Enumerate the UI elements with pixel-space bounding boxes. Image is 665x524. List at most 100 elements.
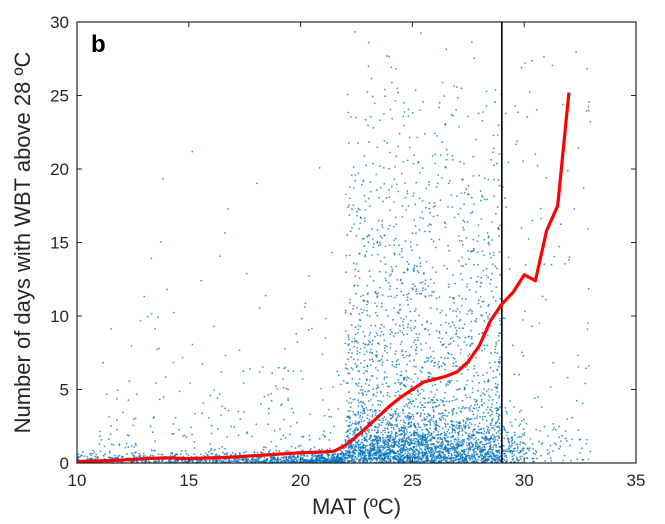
scatter-point: [383, 376, 386, 379]
scatter-point: [471, 342, 474, 345]
scatter-point: [430, 294, 433, 297]
scatter-point: [270, 399, 273, 402]
scatter-point: [421, 281, 424, 284]
scatter-point: [178, 390, 181, 393]
scatter-point: [487, 388, 490, 391]
scatter-point: [421, 435, 423, 438]
scatter-point: [118, 454, 121, 457]
scatter-point: [449, 342, 452, 345]
scatter-point: [387, 441, 389, 444]
scatter-point: [369, 444, 372, 446]
scatter-point: [282, 386, 285, 389]
scatter-point: [454, 282, 457, 285]
scatter-point: [448, 249, 450, 252]
scatter-point: [435, 186, 438, 188]
scatter-point: [402, 419, 405, 422]
scatter-point: [395, 287, 398, 290]
scatter-point: [404, 385, 407, 388]
scatter-point: [388, 167, 390, 170]
scatter-point: [477, 302, 480, 305]
scatter-point: [405, 209, 408, 211]
scatter-point: [368, 379, 371, 381]
scatter-point: [99, 450, 102, 453]
scatter-point: [409, 146, 411, 149]
scatter-point: [172, 460, 174, 463]
scatter-point: [158, 347, 160, 350]
scatter-point: [520, 66, 523, 69]
scatter-point: [487, 178, 490, 181]
scatter-point: [198, 460, 201, 463]
scatter-point: [361, 445, 364, 448]
scatter-point: [416, 293, 418, 295]
scatter-point: [178, 428, 180, 431]
scatter-point: [389, 328, 392, 331]
scatter-point: [330, 416, 333, 418]
scatter-point: [383, 183, 386, 185]
scatter-point: [402, 354, 404, 357]
scatter-point: [399, 419, 402, 422]
scatter-point: [425, 443, 427, 446]
scatter-point: [410, 402, 413, 405]
scatter-point: [466, 364, 469, 367]
scatter-point: [389, 285, 391, 288]
scatter-point: [558, 447, 560, 450]
scatter-point: [537, 396, 539, 398]
scatter-point: [430, 398, 433, 401]
scatter-point: [396, 423, 398, 426]
scatter-point: [444, 222, 447, 225]
scatter-point: [477, 409, 479, 412]
scatter-point: [371, 339, 374, 342]
scatter-point: [212, 325, 215, 328]
scatter-point: [349, 428, 352, 430]
scatter-point: [523, 432, 526, 434]
scatter-point: [369, 190, 372, 193]
scatter-point: [169, 455, 172, 457]
scatter-point: [354, 443, 357, 446]
scatter-point: [372, 246, 375, 249]
scatter-point: [394, 296, 396, 299]
scatter-point: [477, 438, 480, 441]
scatter-point: [445, 314, 447, 317]
scatter-point: [487, 430, 489, 432]
scatter-point: [470, 446, 473, 448]
scatter-point: [503, 317, 506, 320]
scatter-point: [359, 411, 362, 414]
scatter-point: [427, 445, 429, 447]
scatter-point: [200, 279, 203, 282]
scatter-point: [398, 309, 401, 312]
scatter-point: [329, 432, 332, 434]
scatter-point: [100, 438, 103, 441]
scatter-point: [521, 441, 524, 444]
scatter-point: [479, 416, 481, 418]
scatter-point: [424, 402, 427, 404]
scatter-point: [419, 370, 422, 372]
scatter-point: [427, 435, 429, 438]
scatter-point: [169, 460, 172, 463]
scatter-point: [446, 430, 449, 433]
scatter-point: [495, 409, 498, 412]
scatter-point: [444, 434, 446, 436]
scatter-point: [478, 428, 480, 431]
scatter-point: [394, 432, 397, 435]
scatter-point: [435, 444, 437, 447]
scatter-point: [453, 85, 455, 87]
scatter-point: [421, 200, 424, 202]
scatter-point: [428, 181, 430, 184]
scatter-point: [445, 450, 447, 453]
scatter-point: [409, 424, 412, 427]
scatter-point: [387, 315, 389, 317]
scatter-point: [478, 174, 481, 177]
scatter-point: [426, 423, 428, 426]
scatter-point: [434, 205, 436, 208]
scatter-point: [438, 366, 441, 369]
scatter-point: [566, 418, 569, 420]
scatter-point: [444, 368, 446, 371]
scatter-point: [417, 444, 420, 447]
scatter-point: [390, 436, 392, 438]
scatter-point: [435, 246, 437, 249]
scatter-point: [382, 419, 385, 422]
scatter-point: [434, 383, 437, 386]
scatter-point: [495, 386, 498, 388]
scatter-point: [415, 333, 418, 335]
